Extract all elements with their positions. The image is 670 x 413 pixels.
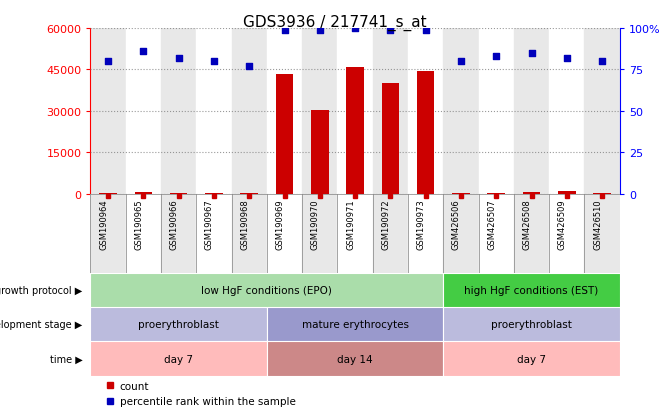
Text: GSM190964: GSM190964 [99,198,108,249]
Bar [126,29,161,195]
Text: GSM426506: GSM426506 [452,198,461,249]
Text: mature erythrocytes: mature erythrocytes [302,319,409,330]
Point [491,54,502,60]
Bar [549,29,584,195]
Bar [452,194,470,195]
Bar [594,194,611,195]
Point [208,59,219,65]
Point [561,55,572,62]
Bar [514,195,549,273]
Bar [444,29,478,195]
Point [174,55,184,62]
Bar [549,195,584,273]
Bar [196,29,232,195]
Bar [338,195,373,273]
Bar [514,29,549,195]
Bar [584,29,620,195]
Bar [444,342,620,376]
Point [597,59,608,65]
Point [244,64,255,70]
Bar [346,68,364,195]
Text: development stage ▶: development stage ▶ [0,319,82,330]
Point [420,27,431,34]
Bar [196,195,232,273]
Text: GSM426508: GSM426508 [523,198,531,249]
Point [456,59,466,65]
Point [103,59,113,65]
Bar [241,193,258,195]
Bar [267,195,302,273]
Text: GSM190967: GSM190967 [205,198,214,249]
Text: GSM190966: GSM190966 [170,198,179,249]
Bar [478,195,514,273]
Bar [444,273,620,307]
Text: day 7: day 7 [517,354,546,364]
Text: time ▶: time ▶ [50,354,82,364]
Bar [373,195,408,273]
Bar [302,29,338,195]
Point [350,26,360,32]
Bar [90,195,126,273]
Text: GSM426507: GSM426507 [487,198,496,249]
Text: proerythroblast: proerythroblast [138,319,219,330]
Bar [170,194,188,195]
Bar [90,273,444,307]
Bar [90,342,267,376]
Bar [232,29,267,195]
Text: day 14: day 14 [337,354,373,364]
Bar [487,193,505,195]
Text: growth protocol ▶: growth protocol ▶ [0,285,82,295]
Bar [381,84,399,195]
Point [385,27,396,34]
Bar [408,29,444,195]
Bar [311,110,328,195]
Text: GSM190973: GSM190973 [417,198,425,249]
Bar [205,193,222,195]
Point [526,50,537,57]
Text: GSM190968: GSM190968 [241,198,249,249]
Bar [90,307,267,342]
Bar [444,307,620,342]
Bar [90,29,126,195]
Text: GSM190972: GSM190972 [381,198,391,249]
Text: GSM190969: GSM190969 [275,198,285,249]
Bar [302,195,338,273]
Bar [417,72,434,195]
Bar [558,192,576,195]
Text: GSM426510: GSM426510 [593,198,602,249]
Point [138,49,149,55]
Bar [126,195,161,273]
Bar [276,74,293,195]
Bar [267,29,302,195]
Bar [373,29,408,195]
Bar [267,307,444,342]
Bar [99,194,117,195]
Bar [523,192,540,195]
Point [314,27,325,34]
Bar [232,195,267,273]
Text: day 7: day 7 [164,354,193,364]
Text: GDS3936 / 217741_s_at: GDS3936 / 217741_s_at [243,14,427,31]
Bar [267,342,444,376]
Text: GSM190965: GSM190965 [135,198,143,249]
Text: proerythroblast: proerythroblast [491,319,572,330]
Text: low HgF conditions (EPO): low HgF conditions (EPO) [202,285,332,295]
Text: GSM190970: GSM190970 [311,198,320,249]
Bar [161,29,196,195]
Legend: count, percentile rank within the sample: count, percentile rank within the sample [107,381,295,406]
Bar [135,193,152,195]
Bar [584,195,620,273]
Text: high HgF conditions (EST): high HgF conditions (EST) [464,285,599,295]
Text: GSM426509: GSM426509 [558,198,567,249]
Bar [444,195,478,273]
Bar [478,29,514,195]
Bar [408,195,444,273]
Bar [338,29,373,195]
Text: GSM190971: GSM190971 [346,198,355,249]
Bar [161,195,196,273]
Point [279,27,290,34]
